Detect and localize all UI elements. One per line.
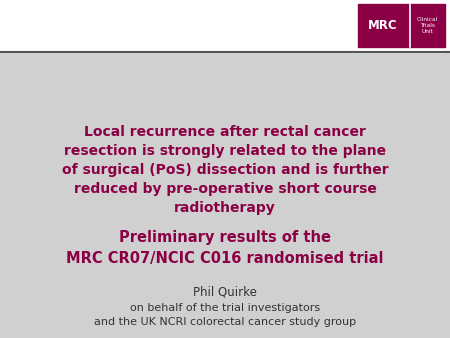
Text: Local recurrence after rectal cancer
resection is strongly related to the plane
: Local recurrence after rectal cancer res… <box>62 125 388 215</box>
Text: MRC: MRC <box>368 19 397 32</box>
Text: Clinical
Trials
Unit: Clinical Trials Unit <box>417 17 438 34</box>
Text: on behalf of the trial investigators: on behalf of the trial investigators <box>130 303 320 313</box>
Text: Preliminary results of the
MRC CR07/NCIC C016 randomised trial: Preliminary results of the MRC CR07/NCIC… <box>66 230 384 266</box>
Bar <box>358 4 445 47</box>
Bar <box>0 0 450 52</box>
Text: Phil Quirke: Phil Quirke <box>193 286 257 298</box>
Text: and the UK NCRI colorectal cancer study group: and the UK NCRI colorectal cancer study … <box>94 317 356 327</box>
